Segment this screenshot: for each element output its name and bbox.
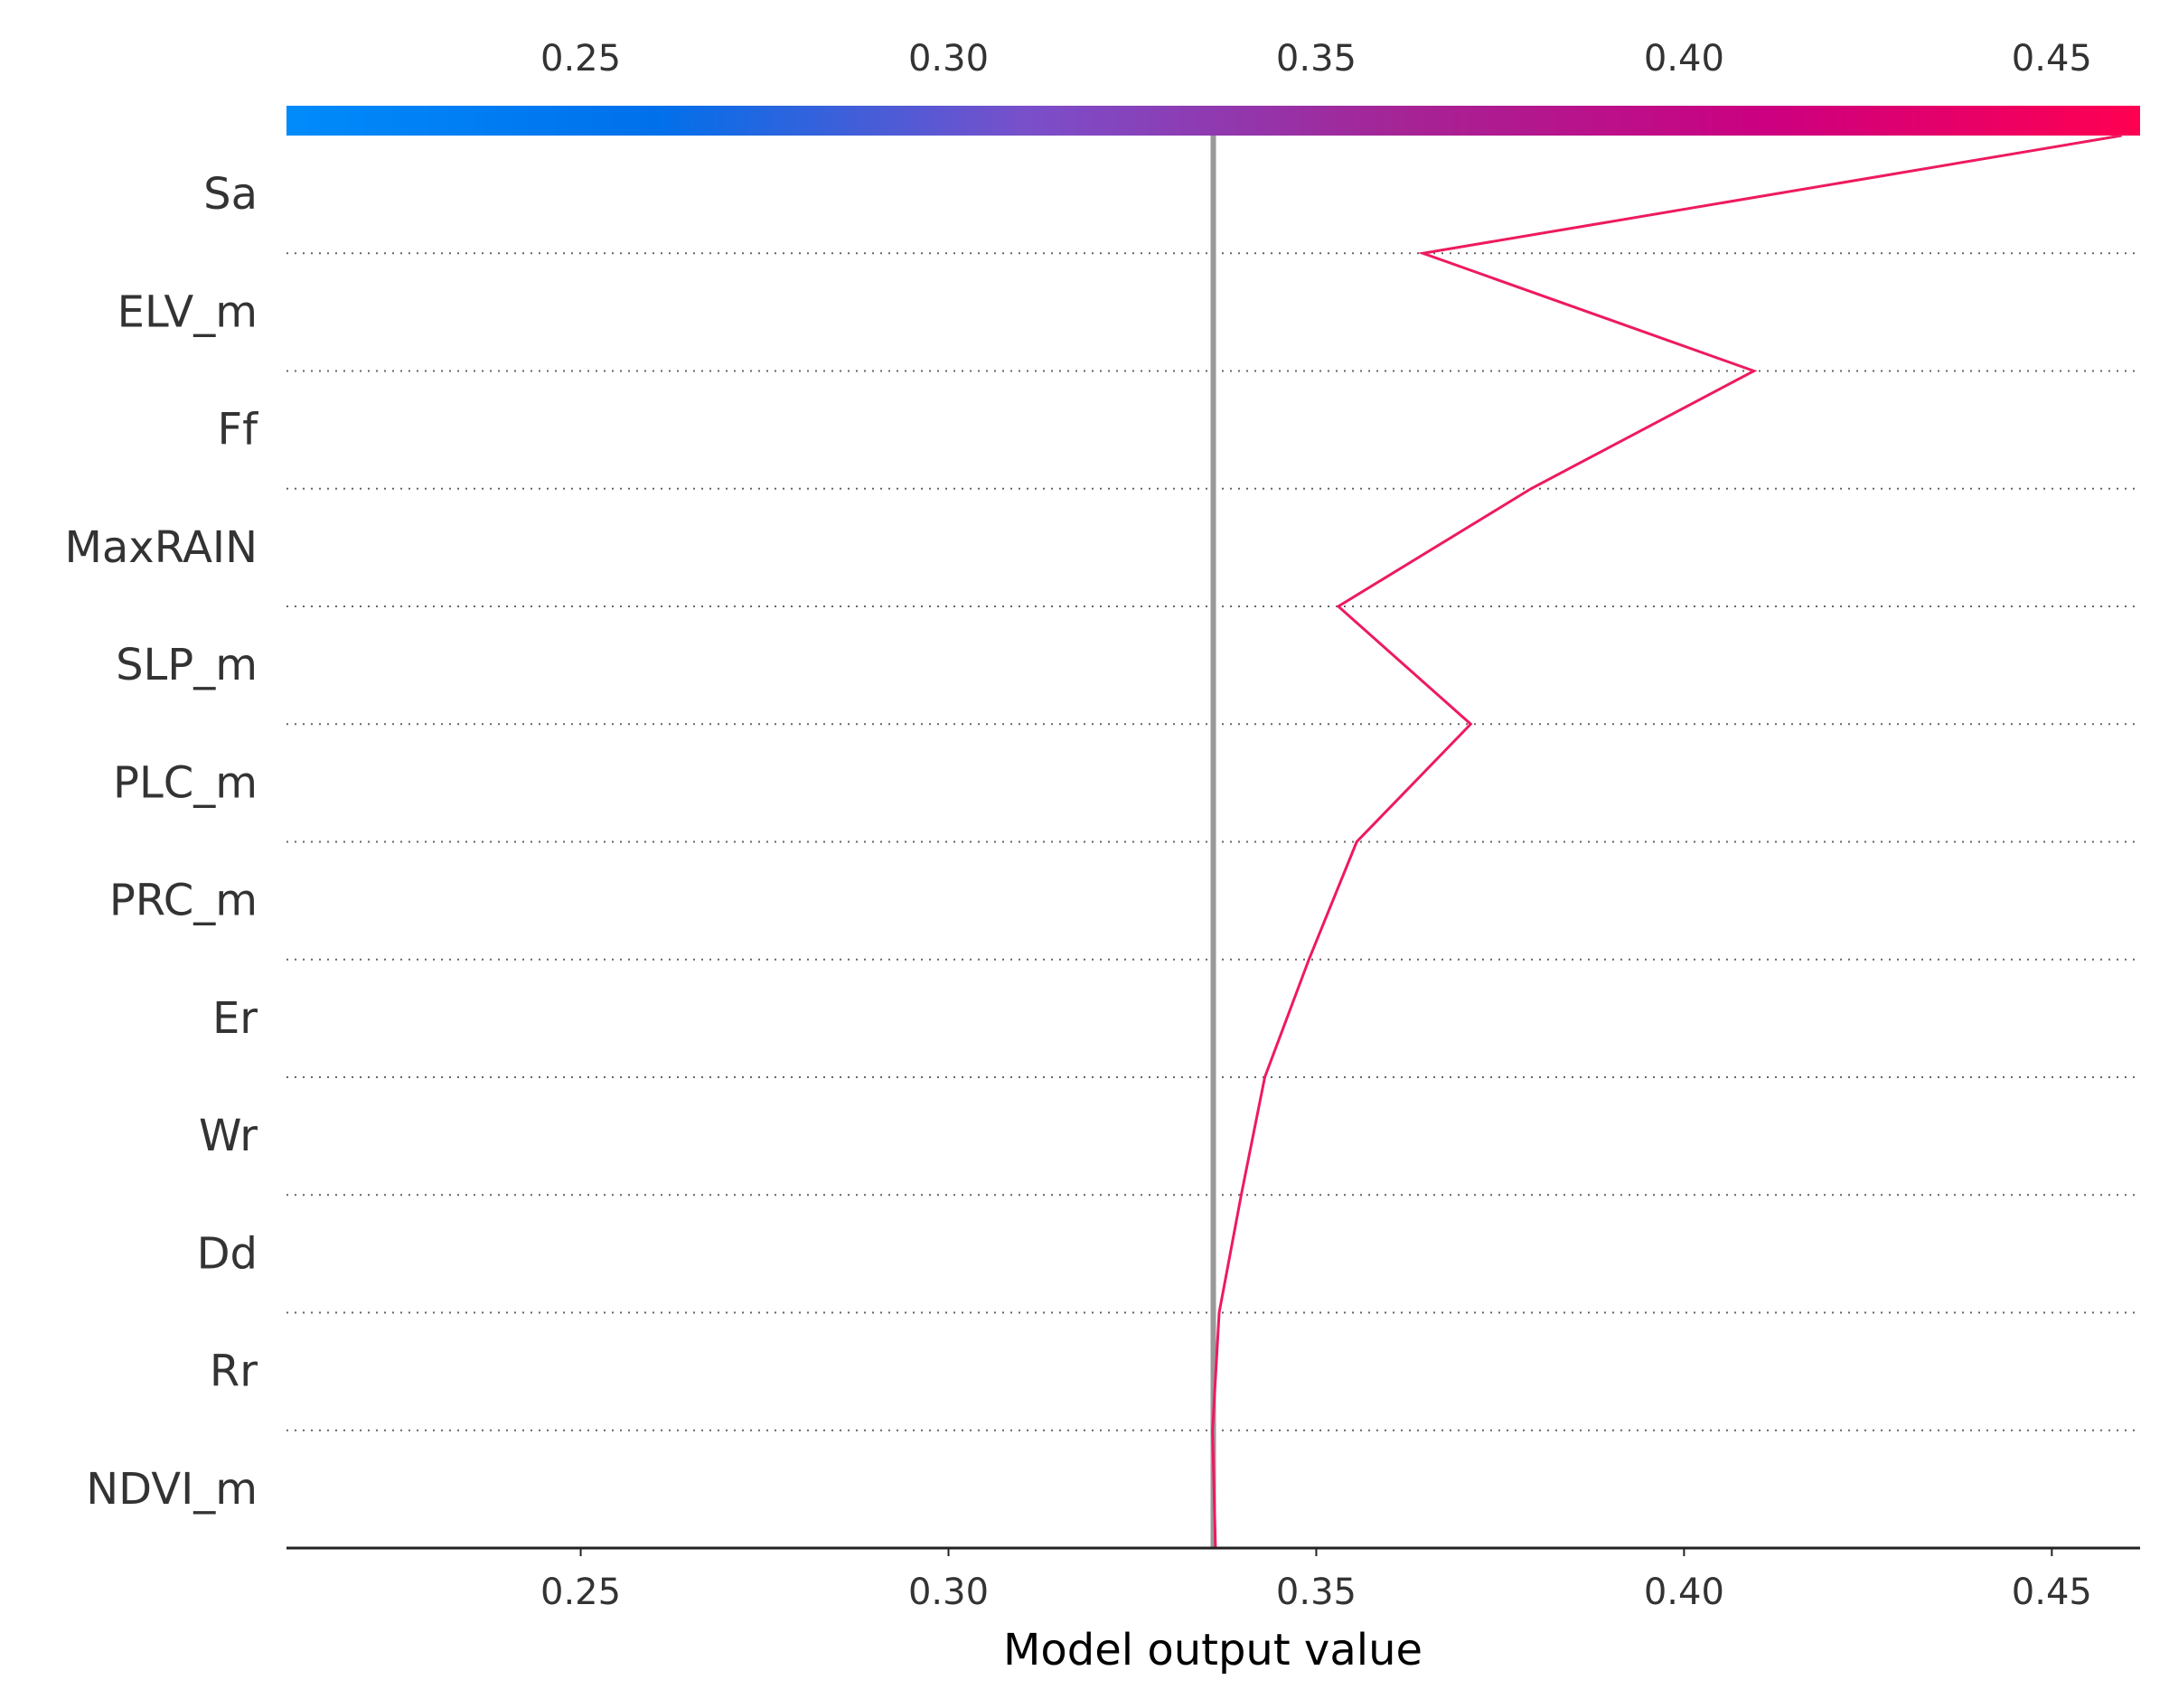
top-tick-label: 0.45	[2012, 38, 2092, 80]
top-tick-label: 0.40	[1644, 38, 1724, 80]
feature-label: PLC_m	[113, 757, 258, 808]
bottom-tick-label: 0.45	[2012, 1572, 2092, 1613]
feature-labels: Sa ELV_m Ff MaxRAIN SLP_m PLC_m PRC_m Er Wr Dd Rr N…	[64, 169, 258, 1515]
feature-label: PRC_m	[109, 876, 258, 926]
top-tick-labels: 0.25 0.30 0.35 0.40 0.45	[540, 38, 2092, 80]
top-tick-label: 0.35	[1276, 38, 1357, 80]
feature-label: MaxRAIN	[64, 522, 258, 573]
bottom-tick-labels: 0.25 0.30 0.35 0.40 0.45	[540, 1548, 2092, 1613]
decision-path-line	[1211, 134, 2122, 1549]
feature-label: ELV_m	[117, 286, 258, 337]
colorbar	[286, 106, 2140, 136]
feature-label: Ff	[217, 405, 258, 455]
feature-label: SLP_m	[116, 640, 258, 690]
feature-label: Dd	[197, 1228, 258, 1279]
feature-label: Sa	[203, 169, 258, 220]
bottom-tick-label: 0.35	[1276, 1572, 1357, 1613]
feature-label: NDVI_m	[86, 1464, 258, 1515]
bottom-tick-label: 0.25	[540, 1572, 621, 1613]
feature-label: Wr	[199, 1111, 258, 1161]
top-tick-label: 0.25	[540, 38, 621, 80]
bottom-tick-label: 0.40	[1644, 1572, 1724, 1613]
feature-label: Er	[212, 993, 258, 1044]
x-axis-title: Model output value	[1003, 1625, 1423, 1675]
top-tick-label: 0.30	[908, 38, 989, 80]
bottom-tick-label: 0.30	[908, 1572, 989, 1613]
feature-label: Rr	[210, 1347, 258, 1397]
